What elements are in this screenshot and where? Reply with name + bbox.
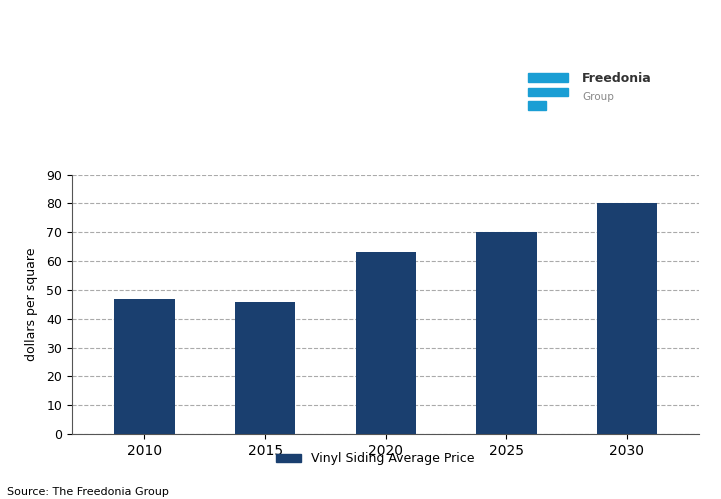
Text: Figure 3-3.
Vinyl Siding Pricing,
2010, 2015, 2020, 2025, & 2030
(dollars per sq: Figure 3-3. Vinyl Siding Pricing, 2010, …: [7, 5, 246, 72]
Bar: [528, 73, 568, 82]
Legend: Vinyl Siding Average Price: Vinyl Siding Average Price: [270, 447, 479, 470]
Bar: [476, 233, 536, 434]
Bar: [355, 252, 416, 434]
Bar: [235, 301, 296, 434]
Text: Group: Group: [583, 92, 614, 102]
Bar: [528, 101, 547, 110]
Text: Source: The Freedonia Group: Source: The Freedonia Group: [7, 487, 169, 497]
Bar: [597, 204, 657, 434]
Y-axis label: dollars per square: dollars per square: [25, 248, 38, 361]
Bar: [115, 298, 174, 434]
Text: Freedonia: Freedonia: [583, 72, 652, 85]
Bar: [528, 88, 568, 96]
